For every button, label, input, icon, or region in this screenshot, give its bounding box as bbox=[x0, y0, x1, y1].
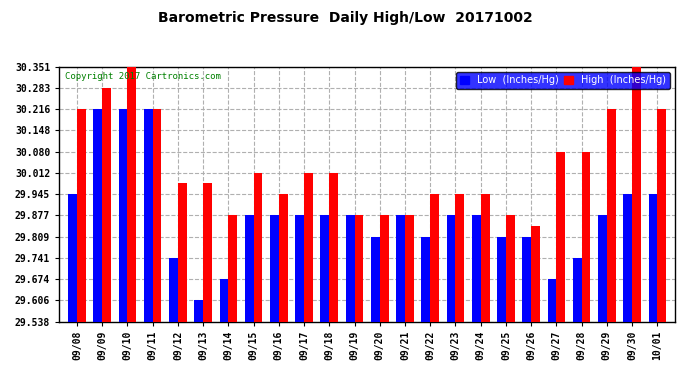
Bar bbox=[607, 109, 615, 322]
Bar bbox=[497, 237, 506, 322]
Bar bbox=[623, 194, 632, 322]
Bar bbox=[68, 194, 77, 322]
Bar bbox=[329, 173, 338, 322]
Bar bbox=[405, 215, 414, 322]
Bar bbox=[481, 194, 489, 322]
Bar bbox=[431, 194, 439, 322]
Bar bbox=[245, 215, 254, 322]
Bar bbox=[169, 258, 178, 322]
Bar bbox=[396, 215, 405, 322]
Text: Barometric Pressure  Daily High/Low  20171002: Barometric Pressure Daily High/Low 20171… bbox=[157, 11, 533, 25]
Bar bbox=[472, 215, 481, 322]
Bar bbox=[522, 237, 531, 322]
Bar bbox=[556, 152, 565, 322]
Bar bbox=[295, 215, 304, 322]
Bar bbox=[228, 215, 237, 322]
Bar bbox=[119, 109, 128, 322]
Legend: Low  (Inches/Hg), High  (Inches/Hg): Low (Inches/Hg), High (Inches/Hg) bbox=[456, 72, 670, 89]
Bar bbox=[152, 109, 161, 322]
Bar bbox=[632, 67, 641, 322]
Bar bbox=[649, 194, 658, 322]
Bar bbox=[93, 109, 102, 322]
Bar bbox=[320, 215, 329, 322]
Bar bbox=[270, 215, 279, 322]
Bar bbox=[506, 215, 515, 322]
Bar bbox=[371, 237, 380, 322]
Bar bbox=[531, 226, 540, 322]
Bar bbox=[446, 215, 455, 322]
Text: Copyright 2017 Cartronics.com: Copyright 2017 Cartronics.com bbox=[66, 72, 221, 81]
Bar bbox=[422, 237, 431, 322]
Bar bbox=[346, 215, 355, 322]
Bar bbox=[178, 183, 187, 322]
Bar bbox=[254, 173, 262, 322]
Bar bbox=[380, 215, 388, 322]
Bar bbox=[598, 215, 607, 322]
Bar bbox=[219, 279, 228, 322]
Bar bbox=[144, 109, 152, 322]
Bar bbox=[582, 152, 591, 322]
Bar bbox=[548, 279, 556, 322]
Bar bbox=[455, 194, 464, 322]
Bar bbox=[279, 194, 288, 322]
Bar bbox=[195, 300, 203, 322]
Bar bbox=[573, 258, 582, 322]
Bar bbox=[203, 183, 212, 322]
Bar bbox=[304, 173, 313, 322]
Bar bbox=[128, 67, 136, 322]
Bar bbox=[77, 109, 86, 322]
Bar bbox=[102, 88, 111, 322]
Bar bbox=[658, 109, 666, 322]
Bar bbox=[355, 215, 364, 322]
